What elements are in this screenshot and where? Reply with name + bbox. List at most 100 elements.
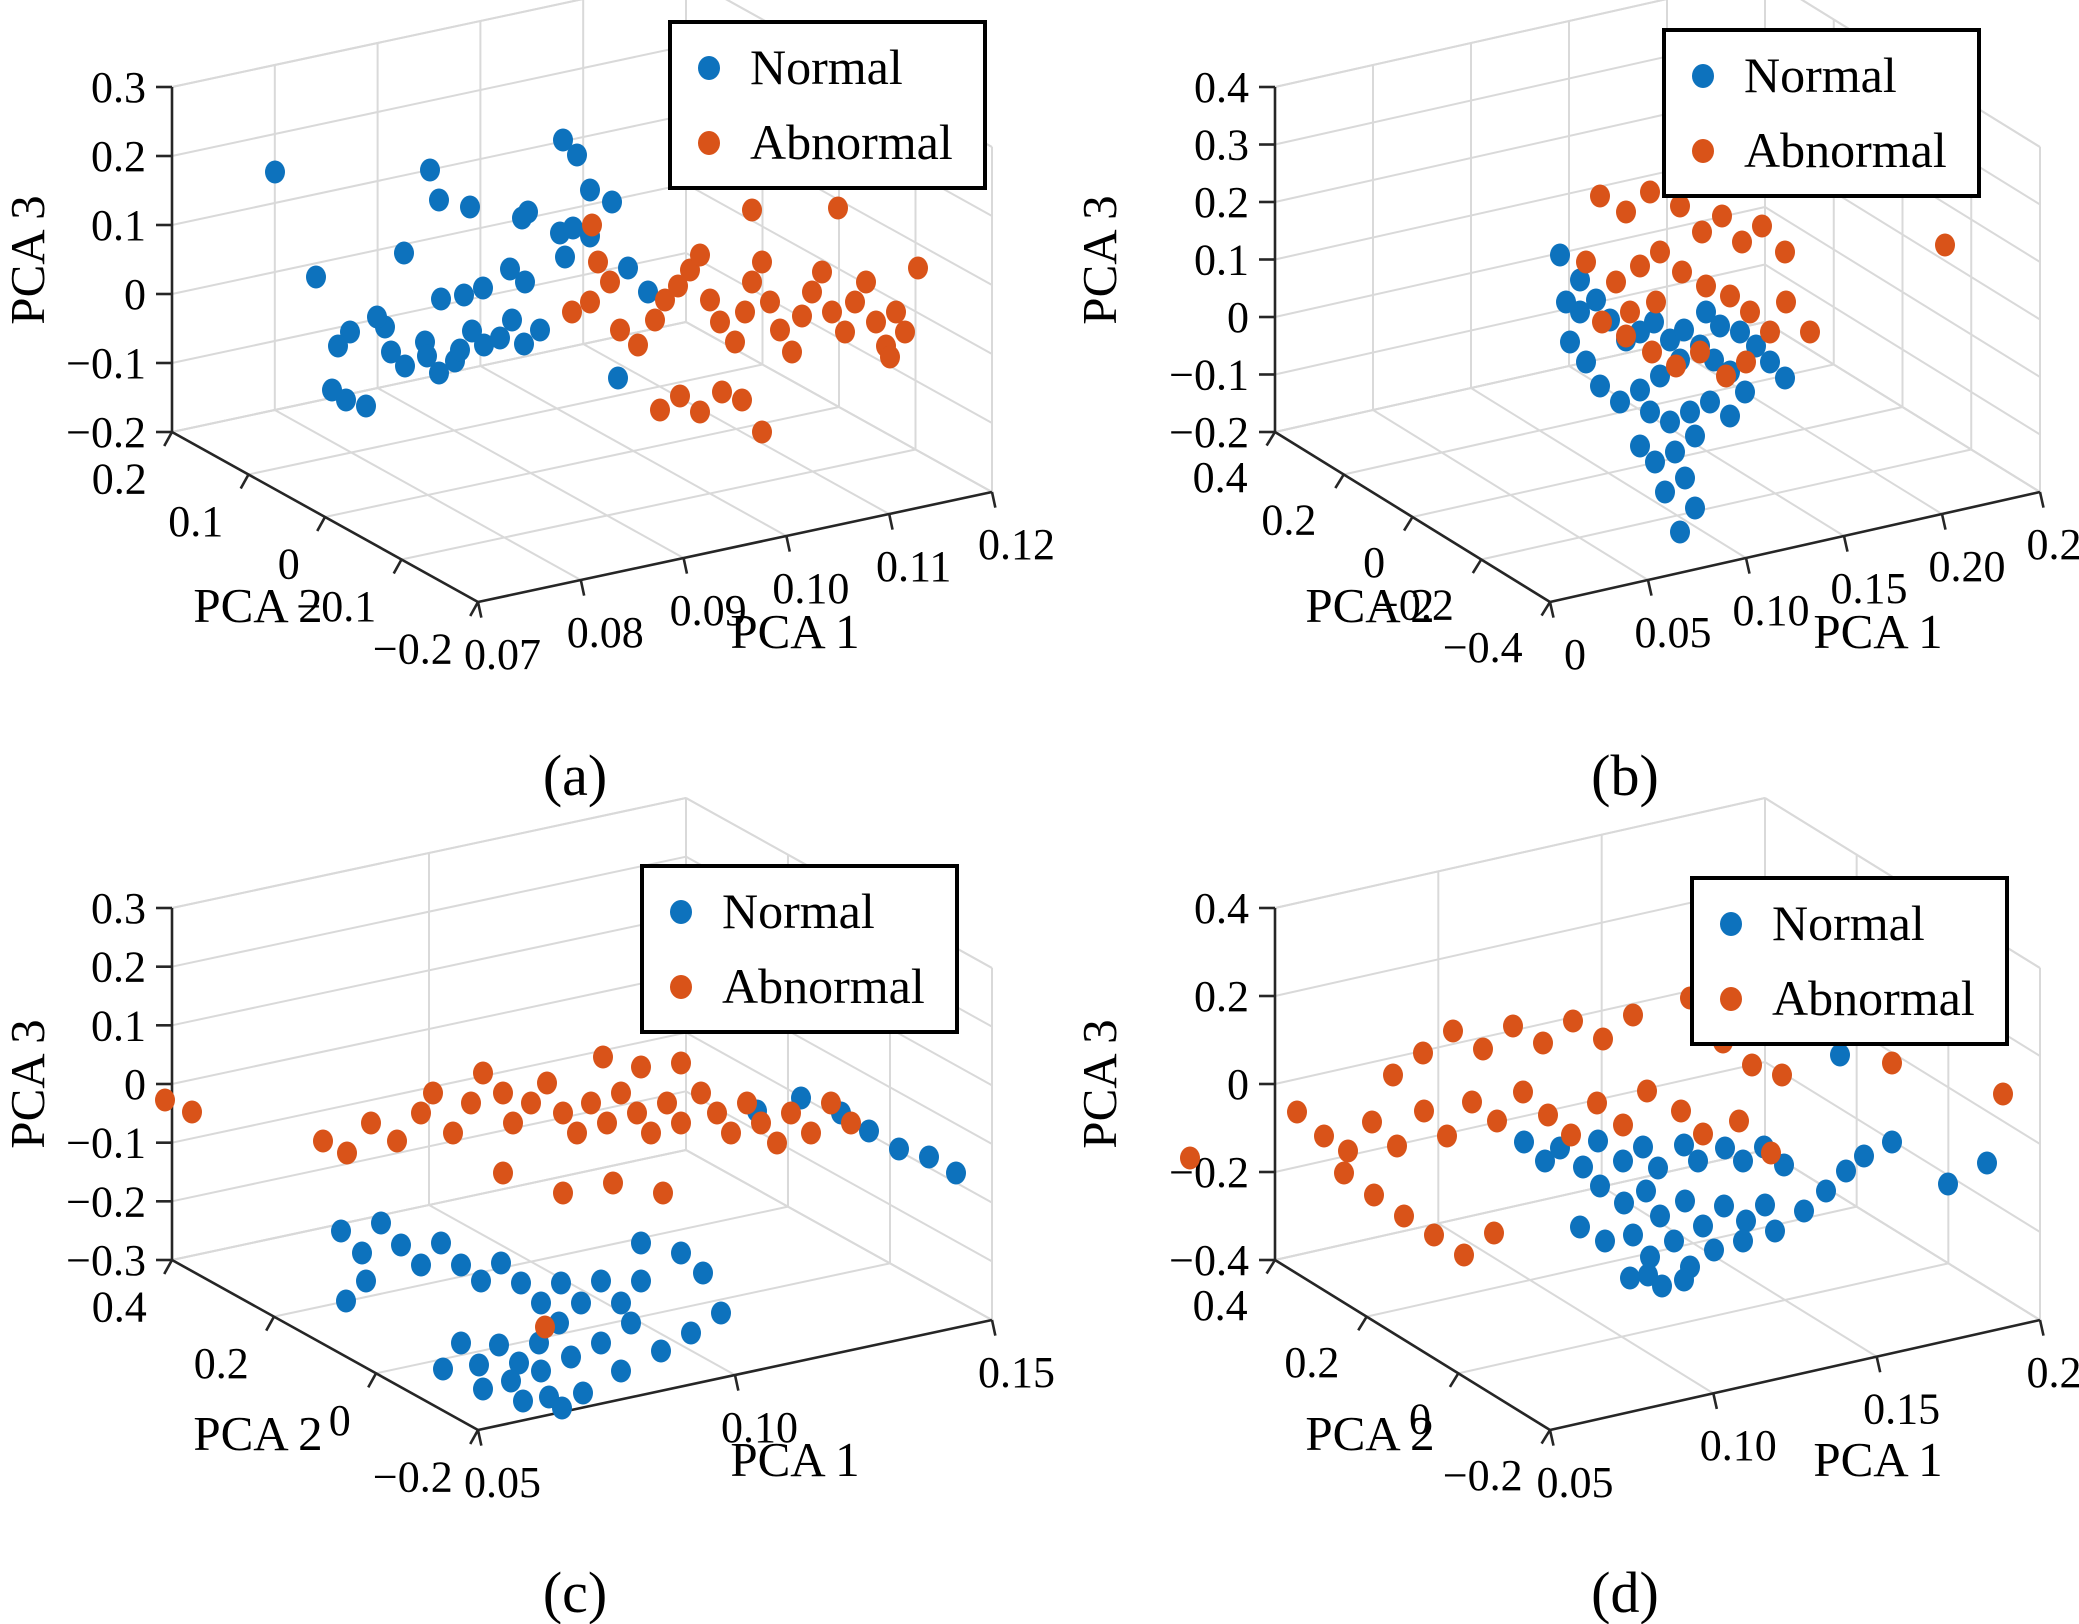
scatter-point-abnormal: [387, 1129, 407, 1153]
scatter-point-abnormal: [1775, 240, 1795, 264]
scatter-point-abnormal: [670, 384, 690, 408]
legend-marker-normal-icon: [1720, 911, 1742, 936]
ytick-label: 0: [329, 1396, 351, 1445]
scatter-point-normal: [429, 188, 449, 212]
scatter-point-normal: [391, 1233, 411, 1257]
tick-mark: [239, 473, 250, 490]
scatter-point-normal: [580, 178, 600, 202]
scatter-point-abnormal: [461, 1091, 481, 1115]
legend-marker-normal-icon: [698, 55, 720, 80]
scatter-point-abnormal: [841, 1111, 861, 1135]
ztick-label: 0.3: [91, 884, 146, 933]
scatter-point-abnormal: [1563, 1009, 1583, 1033]
scatter-point-normal: [489, 1333, 509, 1357]
gridline: [428, 1204, 736, 1376]
scatter-point-abnormal: [822, 300, 842, 324]
gridline: [401, 448, 916, 561]
scatter-point-normal: [1556, 290, 1576, 314]
scatter-point-abnormal: [1752, 214, 1772, 238]
legend-marker-abnormal-icon: [670, 974, 692, 999]
scatter-point-abnormal: [1576, 250, 1596, 274]
scatter-point-abnormal: [1533, 1031, 1553, 1055]
scatter-point-abnormal: [1637, 1079, 1657, 1103]
scatter-point-normal: [571, 1291, 591, 1315]
xtick-label: 0: [1564, 630, 1586, 679]
ztick-label: 0.2: [91, 943, 146, 992]
subplot-a: 0.3 0.2 0.1 0 −0.1 −0.2 0.2 0.1 0 −0.1 −0.2 0.07 0.0…: [0, 0, 1055, 812]
pca1-axis: [477, 490, 993, 604]
scatter-point-normal: [563, 216, 583, 240]
scatter-point-abnormal: [1716, 364, 1736, 388]
legend-marker-normal-icon: [670, 899, 692, 924]
box-edge: [171, 321, 687, 433]
scatter-point-normal: [551, 1271, 571, 1295]
legend-item-normal: Normal: [670, 884, 925, 939]
pca2-axis-label: PCA 2: [1305, 1406, 1434, 1461]
scatter3d-axes-a: 0.30.20.10−0.1−0.20.20.10−0.1−0.2 0.07 0.0…: [0, 0, 1055, 808]
scatter-point-abnormal: [1314, 1124, 1334, 1148]
scatter-point-normal: [1696, 300, 1716, 324]
scatter-point-abnormal: [1742, 1053, 1762, 1077]
scatter-point-abnormal: [493, 1161, 513, 1185]
scatter-point-abnormal: [1800, 320, 1820, 344]
scatter-point-abnormal: [1424, 1223, 1444, 1247]
ztick-label: −0.1: [1169, 350, 1249, 399]
ytick-label: 0.4: [1193, 1281, 1248, 1330]
scatter-point-abnormal: [812, 260, 832, 284]
scatter-point-abnormal: [742, 198, 762, 222]
scatter-point-normal: [621, 1311, 641, 1335]
tick-mark: [469, 1429, 480, 1445]
pca1-axis-label: PCA 1: [730, 1432, 859, 1487]
gridline: [1764, 1061, 2041, 1233]
scatter-point-normal: [552, 1396, 572, 1420]
scatter-point-abnormal: [1387, 1134, 1407, 1158]
scatter-point-abnormal: [631, 1055, 651, 1079]
scatter-point-normal: [1760, 350, 1780, 374]
scatter-point-normal: [513, 1389, 533, 1413]
scatter-point-abnormal: [735, 300, 755, 324]
scatter-point-normal: [1660, 410, 1680, 434]
scatter-point-normal: [1854, 1144, 1874, 1168]
scatter-point-normal: [531, 1359, 551, 1383]
ytick-label: 0.2: [1261, 496, 1316, 545]
scatter-point-abnormal: [611, 1081, 631, 1105]
ytick-label: 0.1: [168, 497, 223, 546]
scatter-point-abnormal: [671, 1051, 691, 1075]
scatter-point-normal: [531, 1291, 551, 1315]
scatter-point-normal: [1590, 374, 1610, 398]
pca1-axis: [1549, 1318, 2041, 1432]
scatter-point-normal: [265, 160, 285, 184]
ytick-label: 0.2: [1284, 1338, 1339, 1387]
box-edge: [171, 797, 687, 909]
scatter-point-normal: [553, 128, 573, 152]
gridline: [1274, 206, 1766, 318]
xtick-label: 0.07: [464, 630, 541, 679]
pca2-axis: [1274, 1258, 1551, 1432]
scatter-point-normal: [1674, 1133, 1694, 1157]
tick-mark: [682, 557, 689, 574]
scatter-point-normal: [381, 340, 401, 364]
scatter-point-abnormal: [553, 1181, 573, 1205]
legend: Normal Abnormal: [1690, 876, 2009, 1046]
scatter-point-abnormal: [671, 1111, 691, 1135]
xtick-label: 0.20: [1928, 542, 2005, 591]
tick-mark: [163, 431, 174, 447]
scatter-point-normal: [1733, 1149, 1753, 1173]
scatter-point-normal: [331, 1219, 351, 1243]
scatter-point-normal: [356, 1269, 376, 1293]
tick-mark: [990, 491, 997, 508]
scatter-point-normal: [1630, 378, 1650, 402]
legend: Normal Abnormal: [1662, 28, 1981, 198]
ytick-label: −0.1: [296, 582, 376, 631]
scatter-point-normal: [1560, 330, 1580, 354]
scatter-point-normal: [420, 158, 440, 182]
scatter-point-abnormal: [1592, 310, 1612, 334]
caption-a: (a): [543, 743, 607, 808]
gridline: [1343, 363, 1834, 476]
scatter-point-normal: [460, 195, 480, 219]
scatter-point-normal: [462, 319, 482, 343]
xtick-label: 0.15: [978, 1348, 1055, 1397]
ytick-label: −0.2: [373, 1452, 453, 1501]
scatter-point-abnormal: [1590, 184, 1610, 208]
scatter-point-abnormal: [1666, 354, 1686, 378]
